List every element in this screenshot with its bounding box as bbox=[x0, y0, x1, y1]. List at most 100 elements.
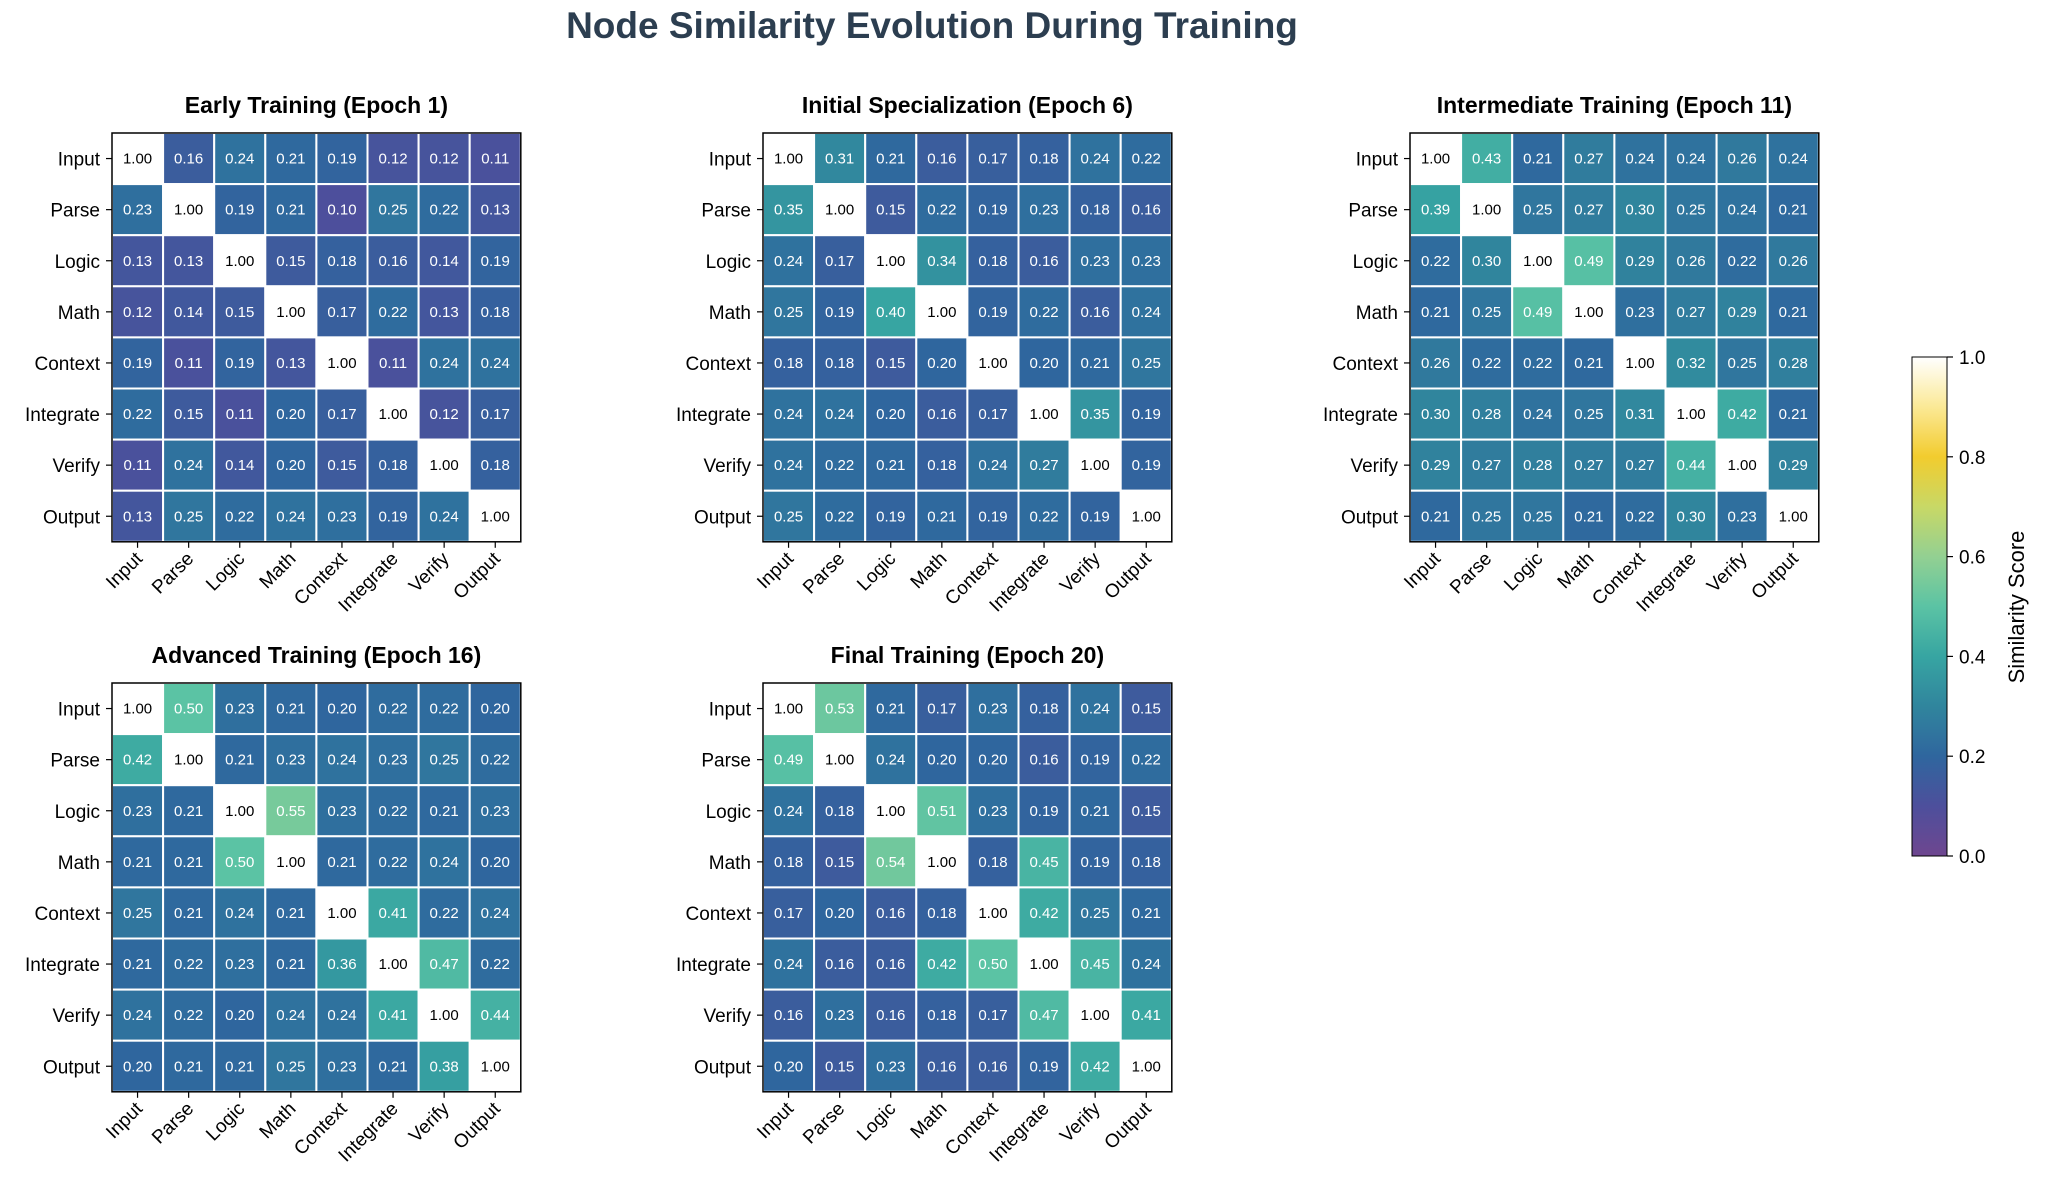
cell-value: 0.16 bbox=[876, 1007, 905, 1024]
cell-value: 0.21 bbox=[276, 905, 305, 922]
cell-value: 0.19 bbox=[1081, 752, 1110, 769]
cell-value: 0.15 bbox=[825, 854, 854, 871]
heatmap-cell bbox=[213, 937, 267, 991]
heatmap-cell bbox=[366, 132, 420, 186]
heatmap-cell bbox=[915, 234, 969, 288]
heatmap-cell bbox=[1562, 489, 1616, 543]
heatmap-cell bbox=[111, 438, 165, 492]
heatmap-cell bbox=[1119, 682, 1173, 736]
cell-value: 0.19 bbox=[378, 508, 407, 525]
heatmap-cell bbox=[966, 682, 1020, 736]
heatmap-cell bbox=[417, 988, 471, 1042]
cell-value: 0.32 bbox=[1676, 355, 1705, 372]
heatmap-panel-4: Advanced Training (Epoch 16) 1.00 0.50 0.23… bbox=[25, 642, 522, 1166]
cell-value: 0.24 bbox=[774, 803, 803, 820]
cell-value: 0.47 bbox=[430, 956, 459, 973]
heatmap-frame bbox=[111, 132, 522, 543]
cell-value: 0.24 bbox=[225, 905, 254, 922]
y-tick-label: Input bbox=[709, 150, 752, 171]
cell-value: 0.21 bbox=[1779, 202, 1808, 219]
cell-value: 1.00 bbox=[774, 701, 803, 718]
cell-value: 0.47 bbox=[1029, 1007, 1058, 1024]
cell-value: 0.21 bbox=[1421, 304, 1450, 321]
heatmap-cell bbox=[468, 387, 522, 441]
y-tick-label: Parse bbox=[1348, 201, 1398, 222]
cell-value: 0.24 bbox=[430, 854, 459, 871]
cell-value: 0.15 bbox=[876, 355, 905, 372]
cell-value: 0.20 bbox=[481, 854, 510, 871]
cell-value: 1.00 bbox=[123, 701, 152, 718]
cell-value: 0.24 bbox=[876, 752, 905, 769]
cell-value: 0.18 bbox=[1029, 151, 1058, 168]
cell-value: 1.00 bbox=[978, 355, 1007, 372]
cell-value: 0.16 bbox=[1029, 253, 1058, 270]
cell-value: 0.24 bbox=[174, 457, 203, 474]
cell-value: 0.21 bbox=[1421, 508, 1450, 525]
heatmap-cell bbox=[1766, 285, 1820, 339]
heatmap-cell bbox=[264, 1039, 318, 1093]
colorbar-gradient bbox=[1911, 356, 1948, 857]
cell-value: 0.23 bbox=[1029, 202, 1058, 219]
cell-value: 0.25 bbox=[174, 508, 203, 525]
heatmap-cell bbox=[1017, 784, 1071, 838]
heatmap-cell bbox=[966, 489, 1020, 543]
cell-value: 0.25 bbox=[123, 905, 152, 922]
cell-value: 1.00 bbox=[825, 752, 854, 769]
cell-value: 0.20 bbox=[978, 752, 1007, 769]
cell-value: 0.22 bbox=[430, 701, 459, 718]
cell-value: 0.21 bbox=[876, 151, 905, 168]
cell-value: 0.23 bbox=[225, 701, 254, 718]
x-tick-label: Parse bbox=[148, 548, 198, 598]
heatmap-cell bbox=[366, 438, 420, 492]
colorbar-tick-label: 0.6 bbox=[1959, 548, 1985, 569]
cell-value: 0.25 bbox=[774, 508, 803, 525]
cell-value: 0.27 bbox=[1625, 457, 1654, 474]
heatmap-cell bbox=[366, 733, 420, 787]
cell-value: 0.22 bbox=[1132, 151, 1161, 168]
cell-value: 0.51 bbox=[927, 803, 956, 820]
heatmap-cell bbox=[1068, 489, 1122, 543]
cell-value: 0.27 bbox=[1574, 151, 1603, 168]
heatmap-cell bbox=[1119, 1039, 1173, 1093]
cell-value: 0.22 bbox=[378, 304, 407, 321]
heatmap-cell bbox=[264, 835, 318, 889]
heatmap-cell bbox=[915, 387, 969, 441]
cell-value: 0.28 bbox=[1472, 406, 1501, 423]
x-tick-label: Math bbox=[256, 548, 301, 593]
cell-value: 0.22 bbox=[1728, 253, 1757, 270]
y-tick-label: Input bbox=[58, 150, 101, 171]
cell-value: 0.24 bbox=[1081, 701, 1110, 718]
cell-value: 0.18 bbox=[1081, 202, 1110, 219]
cell-value: 1.00 bbox=[1421, 151, 1450, 168]
heatmap-cell bbox=[813, 988, 867, 1042]
cell-value: 0.23 bbox=[876, 1058, 905, 1075]
heatmap-cell bbox=[111, 682, 165, 736]
cell-value: 1.00 bbox=[1676, 406, 1705, 423]
heatmap-cell bbox=[417, 234, 471, 288]
x-tick-label: Verify bbox=[405, 1098, 454, 1147]
cell-value: 0.22 bbox=[1523, 355, 1552, 372]
cell-value: 1.00 bbox=[1779, 508, 1808, 525]
cell-value: 1.00 bbox=[378, 406, 407, 423]
y-tick-label: Output bbox=[694, 1057, 752, 1078]
x-tick-label: Verify bbox=[1056, 548, 1105, 597]
cell-value: 0.20 bbox=[276, 457, 305, 474]
x-tick-label: Math bbox=[1554, 548, 1599, 593]
heatmap-cell bbox=[1664, 336, 1718, 390]
cell-value: 0.11 bbox=[481, 151, 509, 168]
heatmap-cell bbox=[966, 438, 1020, 492]
cell-value: 0.25 bbox=[1132, 355, 1161, 372]
cell-value: 0.25 bbox=[1472, 508, 1501, 525]
cell-value: 0.15 bbox=[1132, 701, 1161, 718]
cell-value: 0.23 bbox=[1132, 253, 1161, 270]
heatmap-cell bbox=[1664, 234, 1718, 288]
cell-value: 1.00 bbox=[1132, 508, 1161, 525]
cell-value: 0.14 bbox=[174, 304, 203, 321]
cell-value: 0.18 bbox=[1029, 701, 1058, 718]
heatmap-cell bbox=[1460, 489, 1514, 543]
heatmap-cell bbox=[1562, 336, 1616, 390]
y-tick-label: Output bbox=[694, 507, 752, 528]
cell-value: 0.21 bbox=[276, 202, 305, 219]
cell-value: 0.20 bbox=[774, 1058, 803, 1075]
heatmap-cell bbox=[264, 886, 318, 940]
